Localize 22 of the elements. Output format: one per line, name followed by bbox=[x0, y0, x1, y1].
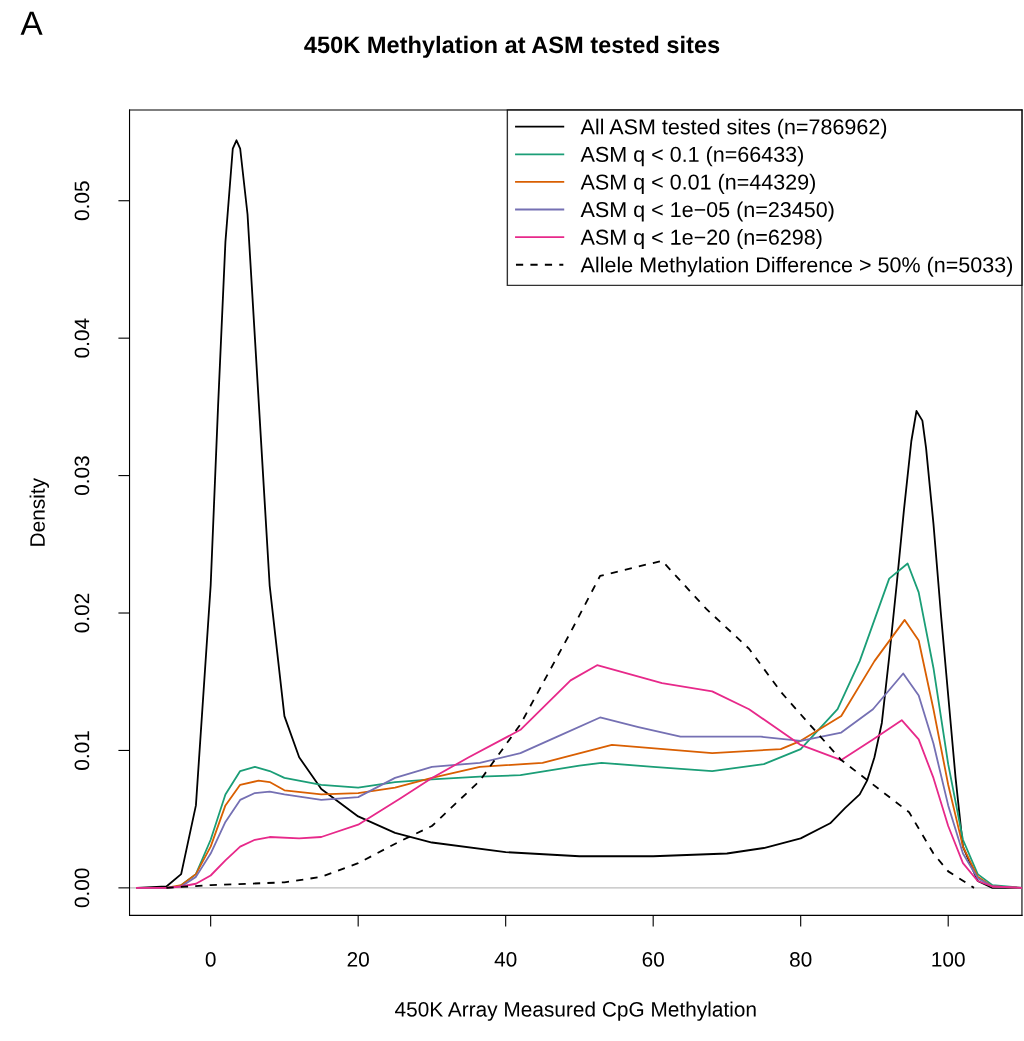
legend-label: ASM q < 0.01 (n=44329) bbox=[580, 173, 815, 194]
chart-title: 450K Methylation at ASM tested sites bbox=[304, 35, 720, 58]
y-axis-title: Density bbox=[29, 478, 49, 546]
x-tick-label: 20 bbox=[347, 952, 369, 967]
x-tick-label: 40 bbox=[494, 952, 517, 967]
y-tick-label: 0.02 bbox=[74, 593, 90, 633]
x-tick-label: 100 bbox=[932, 952, 965, 967]
legend-label: Allele Methylation Difference > 50% (n=5033) bbox=[580, 256, 1013, 277]
x-tick-label: 60 bbox=[642, 952, 664, 967]
x-tick-label: 0 bbox=[205, 952, 216, 967]
text: A bbox=[20, 11, 43, 35]
y-tick-label: 0.05 bbox=[74, 181, 90, 221]
y-tick-label: 0.00 bbox=[74, 868, 90, 908]
y-tick-label: 0.04 bbox=[74, 318, 90, 358]
legend-label: ASM q < 1e−20 (n=6298) bbox=[580, 229, 822, 250]
x-axis-title: 450K Array Measured CpG Methylation bbox=[395, 1001, 756, 1021]
y-tick-label: 0.03 bbox=[74, 456, 90, 496]
x-tick-label: 80 bbox=[790, 952, 812, 967]
legend-label: All ASM tested sites (n=786962) bbox=[580, 118, 887, 139]
y-tick-label: 0.01 bbox=[74, 731, 90, 770]
legend-label: ASM q < 0.1 (n=66433) bbox=[580, 146, 803, 167]
legend-label: ASM q < 1e−05 (n=23450) bbox=[580, 201, 834, 222]
